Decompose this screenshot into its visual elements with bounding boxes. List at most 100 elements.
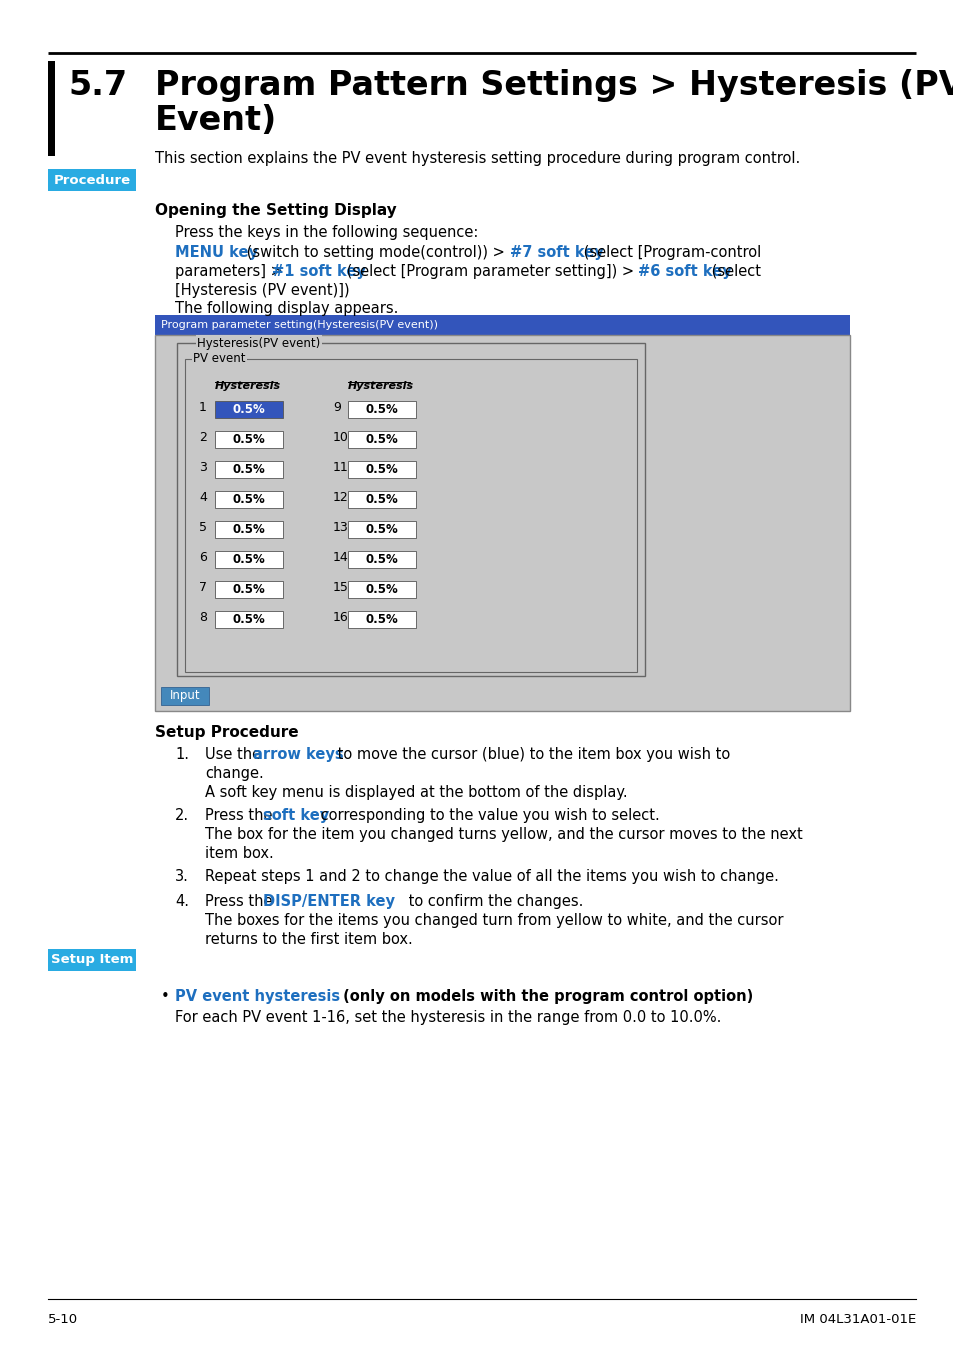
- Bar: [348, 611, 416, 628]
- Text: 3: 3: [199, 461, 207, 474]
- Bar: [154, 335, 849, 711]
- Bar: [48, 169, 136, 190]
- Text: 5-10: 5-10: [48, 1313, 78, 1325]
- Bar: [161, 688, 209, 705]
- Text: 10: 10: [333, 431, 349, 444]
- Text: Program parameter setting(Hysteresis(PV event)): Program parameter setting(Hysteresis(PV …: [161, 320, 437, 330]
- Text: 0.5%: 0.5%: [365, 613, 398, 626]
- Bar: [214, 581, 283, 598]
- Text: For each PV event 1-16, set the hysteresis in the range from 0.0 to 10.0%.: For each PV event 1-16, set the hysteres…: [174, 1011, 720, 1025]
- Text: 12: 12: [333, 490, 349, 504]
- Text: PV event hysteresis: PV event hysteresis: [174, 989, 340, 1004]
- Text: 0.5%: 0.5%: [365, 493, 398, 507]
- Text: Press the keys in the following sequence:: Press the keys in the following sequence…: [174, 226, 477, 240]
- Text: 0.5%: 0.5%: [233, 584, 265, 596]
- Text: DISP/ENTER key: DISP/ENTER key: [263, 894, 395, 909]
- Text: 0.5%: 0.5%: [365, 553, 398, 566]
- Text: •: •: [161, 989, 170, 1004]
- Text: 5.7: 5.7: [68, 69, 127, 101]
- Text: 5: 5: [199, 521, 207, 534]
- Text: #6 soft key: #6 soft key: [638, 263, 731, 280]
- Text: 0.5%: 0.5%: [233, 553, 265, 566]
- Text: 3.: 3.: [174, 869, 189, 884]
- Text: to move the cursor (blue) to the item box you wish to: to move the cursor (blue) to the item bo…: [333, 747, 729, 762]
- Text: 4.: 4.: [174, 894, 189, 909]
- Bar: [214, 521, 283, 538]
- Bar: [348, 581, 416, 598]
- Bar: [214, 551, 283, 567]
- Text: Hysteresis(PV event): Hysteresis(PV event): [196, 336, 320, 350]
- Text: arrow keys: arrow keys: [253, 747, 343, 762]
- Text: 0.5%: 0.5%: [233, 434, 265, 446]
- Bar: [185, 359, 637, 671]
- Text: parameters] >: parameters] >: [174, 263, 287, 280]
- Text: 13: 13: [333, 521, 349, 534]
- Text: soft key: soft key: [263, 808, 329, 823]
- Text: Procedure: Procedure: [53, 173, 131, 186]
- Text: 0.5%: 0.5%: [233, 403, 265, 416]
- Text: (select [Program-control: (select [Program-control: [578, 245, 760, 259]
- Text: 15: 15: [333, 581, 349, 594]
- Text: 0.5%: 0.5%: [233, 613, 265, 626]
- Bar: [48, 61, 55, 155]
- Text: Program Pattern Settings > Hysteresis (PV: Program Pattern Settings > Hysteresis (P…: [154, 69, 953, 101]
- Bar: [348, 431, 416, 449]
- Text: [Hysteresis (PV event)]): [Hysteresis (PV event)]): [174, 282, 349, 299]
- Bar: [348, 521, 416, 538]
- Text: 0.5%: 0.5%: [233, 493, 265, 507]
- Text: Press the: Press the: [205, 894, 276, 909]
- Text: change.: change.: [205, 766, 263, 781]
- Text: 0.5%: 0.5%: [365, 403, 398, 416]
- Text: 8: 8: [199, 611, 207, 624]
- Bar: [214, 490, 283, 508]
- Text: 6: 6: [199, 551, 207, 563]
- Text: item box.: item box.: [205, 846, 274, 861]
- Text: Setup Item: Setup Item: [51, 954, 133, 966]
- Text: 2: 2: [199, 431, 207, 444]
- Text: Event): Event): [154, 104, 277, 136]
- Text: 7: 7: [199, 581, 207, 594]
- Text: Input: Input: [170, 689, 200, 703]
- Text: 16: 16: [333, 611, 349, 624]
- Text: Use the: Use the: [205, 747, 266, 762]
- Bar: [214, 401, 283, 417]
- Text: 0.5%: 0.5%: [365, 584, 398, 596]
- Text: 0.5%: 0.5%: [365, 434, 398, 446]
- Text: #7 soft key: #7 soft key: [510, 245, 603, 259]
- Text: 9: 9: [333, 401, 340, 413]
- Text: (select: (select: [706, 263, 760, 280]
- Bar: [348, 461, 416, 478]
- Bar: [177, 343, 644, 676]
- Text: 0.5%: 0.5%: [365, 523, 398, 536]
- Text: 0.5%: 0.5%: [365, 463, 398, 476]
- Bar: [348, 401, 416, 417]
- Text: This section explains the PV event hysteresis setting procedure during program c: This section explains the PV event hyste…: [154, 151, 800, 166]
- Text: 1: 1: [199, 401, 207, 413]
- Bar: [214, 611, 283, 628]
- Text: to confirm the changes.: to confirm the changes.: [403, 894, 583, 909]
- Text: (switch to setting mode(control)) >: (switch to setting mode(control)) >: [242, 245, 509, 259]
- Text: (select [Program parameter setting]) >: (select [Program parameter setting]) >: [341, 263, 639, 280]
- Text: 1.: 1.: [174, 747, 189, 762]
- Text: The boxes for the items you changed turn from yellow to white, and the cursor: The boxes for the items you changed turn…: [205, 913, 782, 928]
- Text: Hysteresis: Hysteresis: [348, 381, 414, 390]
- Text: The following display appears.: The following display appears.: [174, 301, 398, 316]
- Text: returns to the first item box.: returns to the first item box.: [205, 932, 413, 947]
- Bar: [214, 461, 283, 478]
- Text: #1 soft key: #1 soft key: [272, 263, 366, 280]
- Text: 0.5%: 0.5%: [233, 463, 265, 476]
- Text: 2.: 2.: [174, 808, 189, 823]
- Text: Press the: Press the: [205, 808, 276, 823]
- Text: Hysteresis: Hysteresis: [214, 381, 281, 390]
- Bar: [154, 315, 849, 335]
- Text: 0.5%: 0.5%: [233, 523, 265, 536]
- Text: (only on models with the program control option): (only on models with the program control…: [337, 989, 753, 1004]
- Bar: [348, 490, 416, 508]
- Text: A soft key menu is displayed at the bottom of the display.: A soft key menu is displayed at the bott…: [205, 785, 627, 800]
- Text: 11: 11: [333, 461, 349, 474]
- Text: The box for the item you changed turns yellow, and the cursor moves to the next: The box for the item you changed turns y…: [205, 827, 801, 842]
- Text: 4: 4: [199, 490, 207, 504]
- Bar: [348, 551, 416, 567]
- Text: MENU key: MENU key: [174, 245, 257, 259]
- Bar: [214, 431, 283, 449]
